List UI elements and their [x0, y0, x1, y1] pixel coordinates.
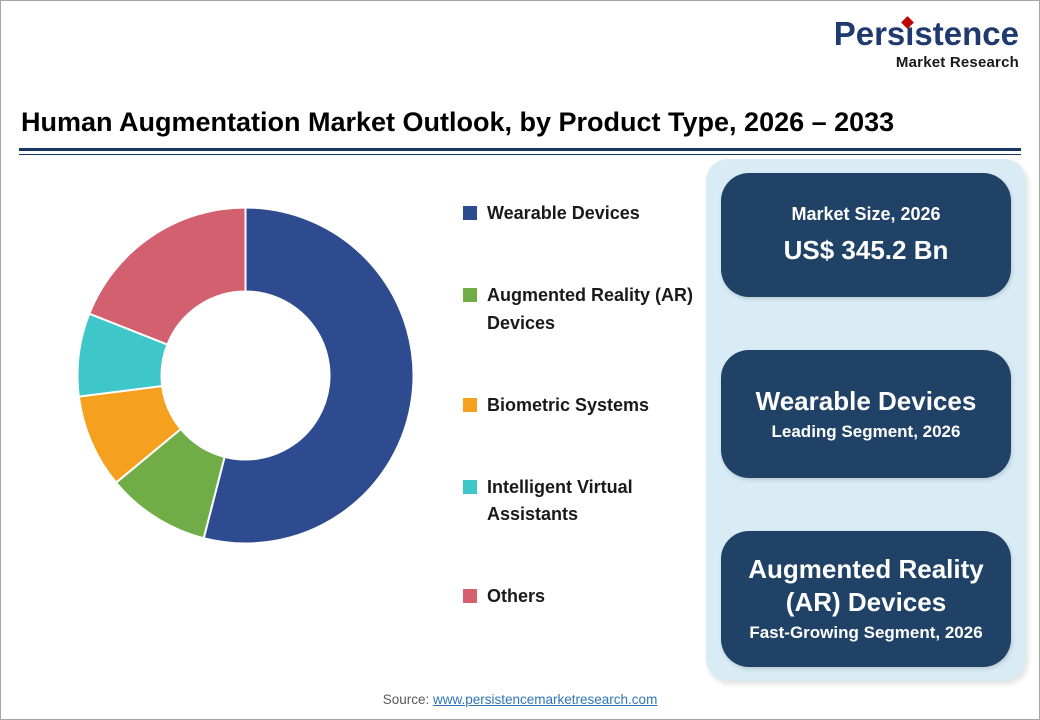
- market-size-value: US$ 345.2 Bn: [783, 235, 949, 266]
- legend-item-3: Intelligent Virtual Assistants: [463, 474, 699, 530]
- legend-marker-icon: [463, 589, 477, 604]
- title-underline: [19, 148, 1021, 155]
- pie-slice-0: [202, 206, 415, 545]
- legend-label: Augmented Reality (AR) Devices: [487, 284, 694, 333]
- brand-subtitle: Market Research: [895, 53, 1019, 71]
- legend-label: Others: [487, 586, 546, 607]
- legend-marker-icon: [463, 397, 477, 412]
- brand-name-text: Persistence: [833, 15, 1019, 52]
- legend-item-4: Others: [463, 583, 699, 611]
- pie-slice-4: [88, 206, 247, 346]
- fast-growing-segment-label: Fast-Growing Segment, 2026: [749, 623, 983, 643]
- info-panel: Market Size, 2026 US$ 345.2 Bn Wearable …: [706, 159, 1026, 681]
- source-link[interactable]: www.persistencemarketresearch.com: [432, 692, 658, 707]
- leading-segment-card: Wearable Devices Leading Segment, 2026: [721, 350, 1011, 478]
- leading-segment-name: Wearable Devices: [755, 385, 977, 416]
- legend-item-0: Wearable Devices: [463, 200, 699, 228]
- legend-item-1: Augmented Reality (AR) Devices: [463, 282, 699, 338]
- brand-logo: Persistence Market Research: [833, 15, 1019, 71]
- donut-chart: [76, 206, 415, 545]
- brand-name: Persistence: [833, 15, 1019, 52]
- legend-label: Intelligent Virtual Assistants: [487, 476, 633, 525]
- legend-marker-icon: [463, 287, 477, 302]
- source-label: Source:: [382, 692, 430, 707]
- source-line: Source: www.persistencemarketresearch.co…: [1, 692, 1039, 707]
- fast-growing-segment-card: Augmented Reality (AR) Devices Fast-Grow…: [721, 531, 1011, 667]
- fast-growing-segment-name: Augmented Reality (AR) Devices: [748, 554, 984, 617]
- leading-segment-label: Leading Segment, 2026: [771, 422, 961, 442]
- page-title: Human Augmentation Market Outlook, by Pr…: [21, 107, 895, 137]
- legend-marker-icon: [463, 479, 477, 494]
- legend: Wearable Devices Augmented Reality (AR) D…: [463, 200, 699, 611]
- legend-marker-icon: [463, 206, 477, 220]
- market-size-card: Market Size, 2026 US$ 345.2 Bn: [721, 173, 1011, 297]
- legend-item-2: Biometric Systems: [463, 392, 699, 420]
- legend-label: Biometric Systems: [487, 394, 650, 415]
- market-size-label: Market Size, 2026: [791, 204, 941, 225]
- legend-label: Wearable Devices: [487, 203, 640, 223]
